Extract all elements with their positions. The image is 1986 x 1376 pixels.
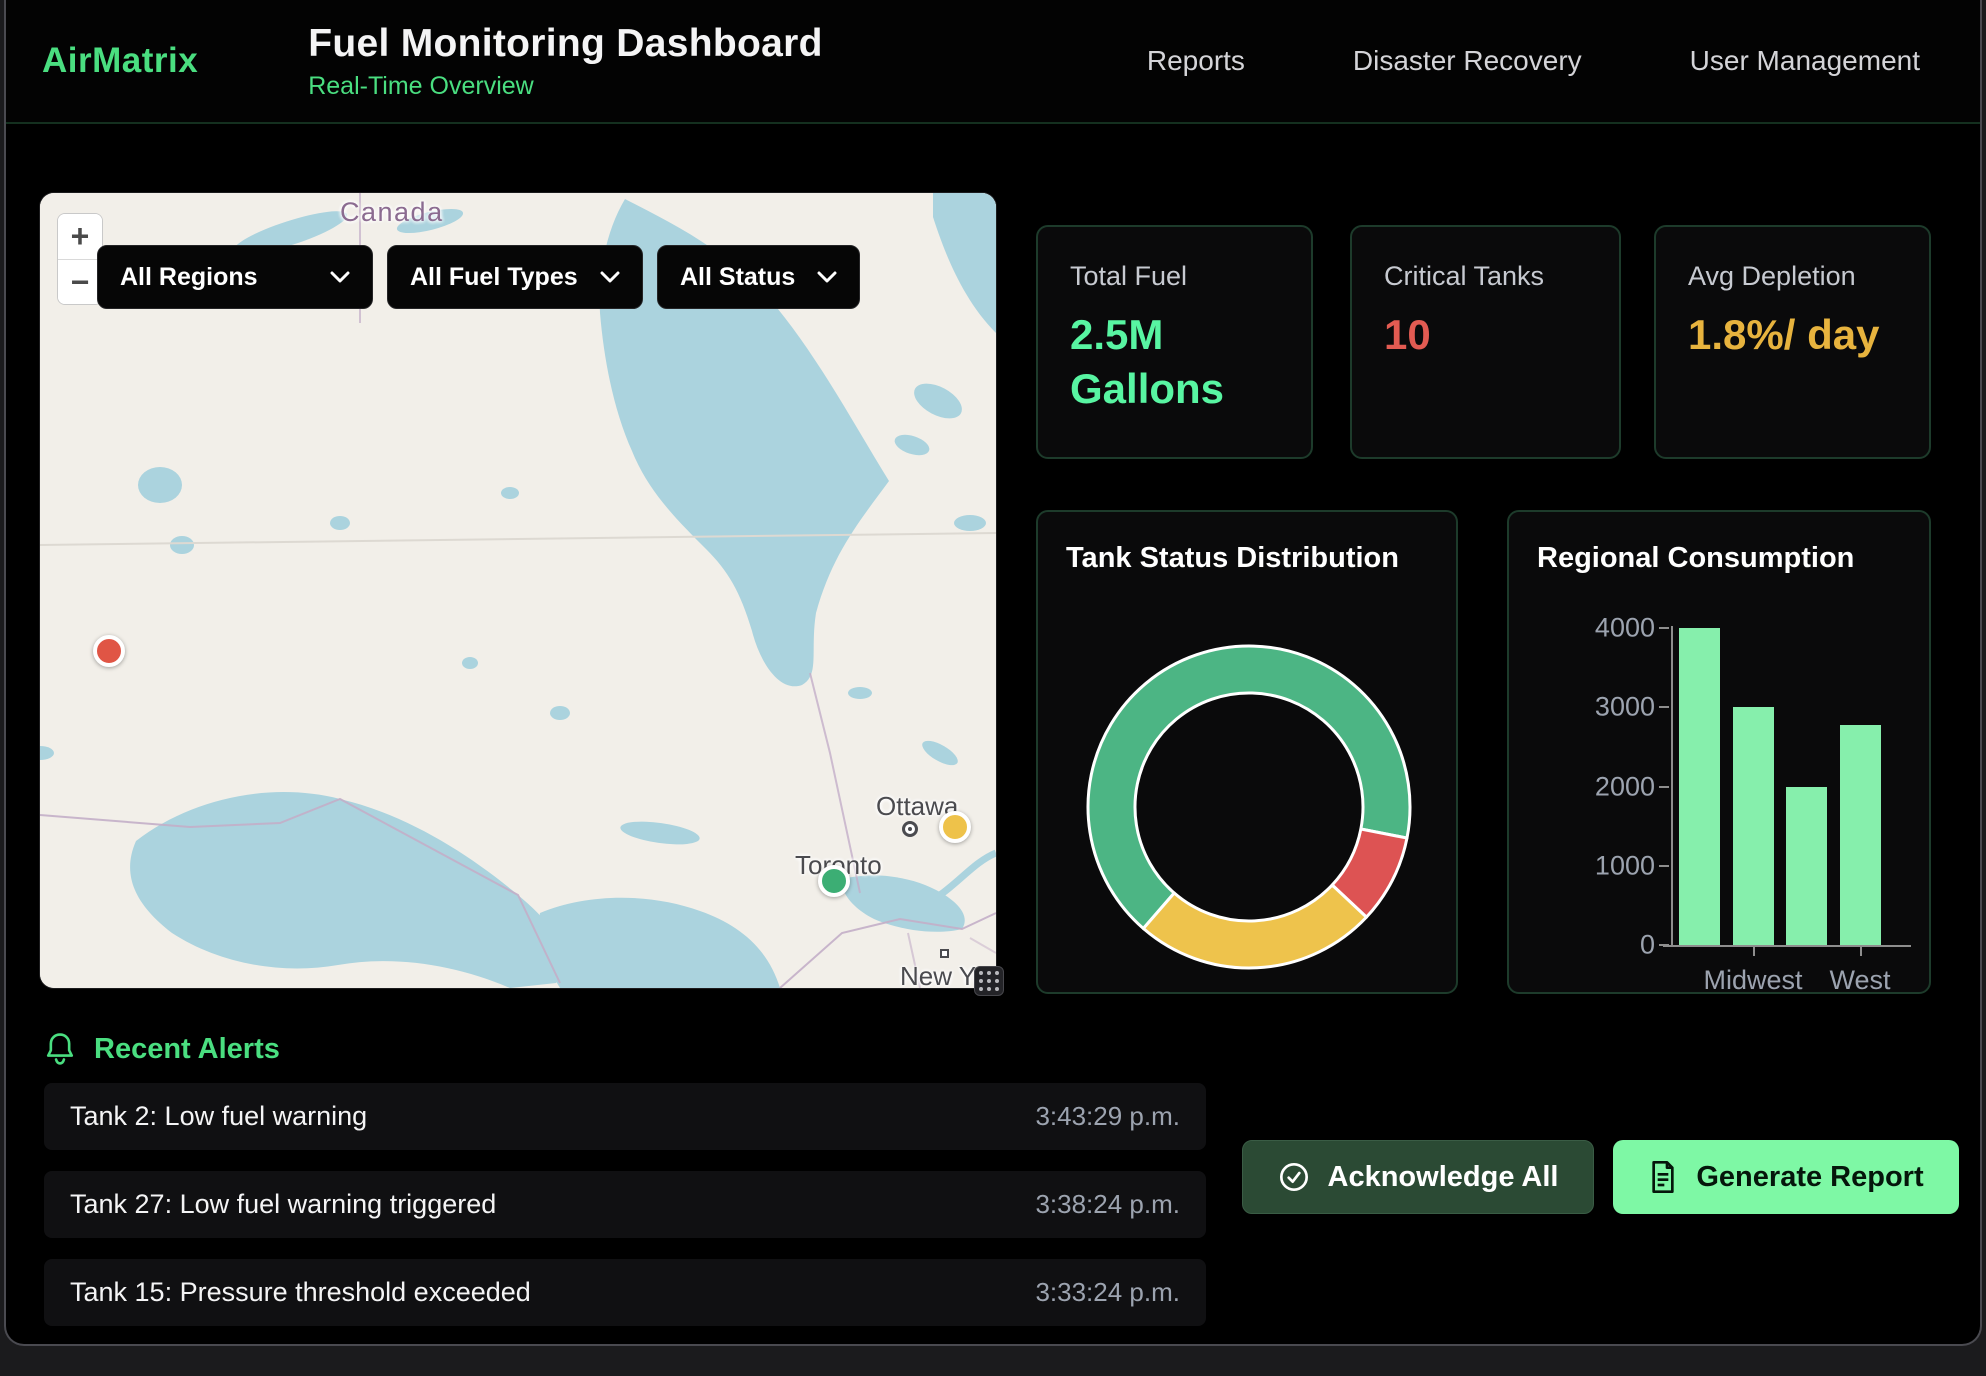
stat-value: 10 [1384, 311, 1431, 358]
tank-marker-normal[interactable] [818, 864, 851, 897]
stat-value: 2.5M Gallons [1070, 311, 1225, 412]
stat-label: Critical Tanks [1384, 261, 1545, 291]
y-tick-label: 3000 [1594, 691, 1655, 722]
y-axis [1671, 626, 1673, 945]
map-canvas[interactable]: Canada Ottawa Toronto New York [40, 193, 996, 988]
alert-time: 3:33:24 p.m. [1035, 1277, 1180, 1307]
chevron-down-icon [817, 271, 837, 283]
alert-text: Tank 2: Low fuel warning [70, 1101, 368, 1131]
check-circle-icon [1279, 1163, 1308, 1191]
document-icon [1652, 1161, 1675, 1193]
nav-reports[interactable]: Reports [1146, 45, 1245, 76]
nav-disaster-recovery[interactable]: Disaster Recovery [1352, 45, 1582, 76]
region-filter-dropdown[interactable]: All Regions [97, 245, 373, 309]
brand-logo: AirMatrix [42, 41, 199, 80]
alert-row-2[interactable]: Tank 27: Low fuel warning triggered 3:38… [44, 1171, 1206, 1238]
bar-chart-title: Regional Consumption [1537, 542, 1855, 574]
zoom-out-button[interactable]: − [58, 259, 102, 304]
regional-consumption-bar-chart: 0 1000 2000 3000 4000 Midwest West [1509, 512, 1929, 995]
y-tick-label: 1000 [1594, 850, 1655, 881]
stat-card-critical-tanks: Critical Tanks 10 [1350, 225, 1621, 459]
x-tick-label: West [1829, 965, 1891, 995]
stat-card-avg-depletion: Avg Depletion 1.8%/ day [1654, 225, 1931, 459]
regional-consumption-card: Regional Consumption 0 1000 2000 3000 4000 Mi… [1507, 510, 1931, 995]
map-section: Canada Ottawa Toronto New York + − All R… [40, 193, 1004, 996]
alert-row-3[interactable]: Tank 15: Pressure threshold exceeded 3:3… [44, 1259, 1206, 1326]
page-title: Fuel Monitoring Dashboard [308, 21, 823, 65]
title-block: Fuel Monitoring Dashboard Real-Time Over… [308, 22, 822, 101]
bar-2 [1786, 786, 1827, 945]
fuel-type-filter-dropdown[interactable]: All Fuel Types [387, 245, 643, 309]
region-filter-value: All Regions [120, 262, 258, 291]
chevron-down-icon [330, 271, 350, 283]
alert-time: 3:43:29 p.m. [1035, 1101, 1180, 1131]
x-axis [1663, 945, 1911, 947]
alert-text: Tank 27: Low fuel warning triggered [70, 1189, 497, 1219]
map-water-lake-huron [539, 897, 780, 988]
donut-segment-normal [1086, 644, 1412, 931]
map-water-lake-ontario [841, 875, 965, 932]
fuel-type-filter-value: All Fuel Types [410, 262, 578, 291]
generate-report-button[interactable]: Generate Report [1613, 1140, 1959, 1214]
bar-3 [1839, 724, 1881, 945]
y-tick-label: 0 [1639, 929, 1655, 960]
y-tick-label: 4000 [1594, 612, 1655, 643]
top-navigation-bar: AirMatrix Fuel Monitoring Dashboard Real… [6, 0, 1980, 124]
recent-alerts-title: Recent Alerts [94, 1032, 280, 1065]
map-graticule [40, 532, 996, 546]
stat-card-total-fuel: Total Fuel 2.5M Gallons [1036, 225, 1313, 459]
acknowledge-all-button[interactable]: Acknowledge All [1242, 1140, 1594, 1214]
map-filters: All Regions All Fuel Types All Status [97, 245, 860, 309]
chevron-down-icon [600, 271, 620, 283]
bell-icon [46, 1033, 74, 1065]
status-filter-value: All Status [680, 262, 796, 291]
town-marker-icon [940, 949, 949, 958]
map-art [40, 193, 996, 988]
map-water-st-lawrence [937, 849, 996, 898]
map-label-canada: Canada [340, 197, 444, 227]
main-nav: Reports Disaster Recovery User Managemen… [1147, 45, 1980, 77]
zoom-in-button[interactable]: + [58, 214, 102, 259]
map-zoom-control: + − [57, 213, 103, 305]
bar-1 [1732, 707, 1774, 945]
map-resize-handle[interactable] [974, 966, 1004, 996]
alert-row-1[interactable]: Tank 2: Low fuel warning 3:43:29 p.m. [44, 1083, 1206, 1150]
dashboard-root: AirMatrix Fuel Monitoring Dashboard Real… [4, 0, 1982, 1346]
recent-alerts-heading: Recent Alerts [44, 1032, 280, 1066]
nav-user-management[interactable]: User Management [1689, 45, 1920, 76]
ottawa-poi-icon [902, 821, 918, 837]
tank-status-donut-chart [1038, 512, 1456, 992]
page-subtitle: Real-Time Overview [308, 71, 534, 100]
donut-segment-warning [1141, 883, 1368, 970]
map-water-hudson-bay [599, 199, 889, 687]
acknowledge-all-label: Acknowledge All [1327, 1160, 1559, 1193]
map-water-top-right [933, 193, 996, 333]
map-water-lake-superior [130, 792, 564, 988]
alert-text: Tank 15: Pressure threshold exceeded [70, 1277, 531, 1307]
bar-0 [1679, 628, 1720, 945]
tank-marker-critical[interactable] [92, 634, 125, 667]
tank-marker-warning[interactable] [938, 810, 971, 843]
generate-report-label: Generate Report [1696, 1160, 1924, 1193]
status-filter-dropdown[interactable]: All Status [657, 245, 860, 309]
x-tick-label: Midwest [1703, 965, 1803, 995]
map-small-lakes [40, 209, 986, 845]
y-tick-label: 2000 [1594, 771, 1655, 801]
tank-status-distribution-card: Tank Status Distribution [1036, 510, 1458, 994]
stat-value: 1.8%/ day [1688, 311, 1880, 358]
donut-chart-title: Tank Status Distribution [1066, 542, 1399, 574]
alert-time: 3:38:24 p.m. [1035, 1189, 1180, 1219]
stat-label: Avg Depletion [1688, 261, 1856, 291]
stat-label: Total Fuel [1070, 261, 1188, 291]
